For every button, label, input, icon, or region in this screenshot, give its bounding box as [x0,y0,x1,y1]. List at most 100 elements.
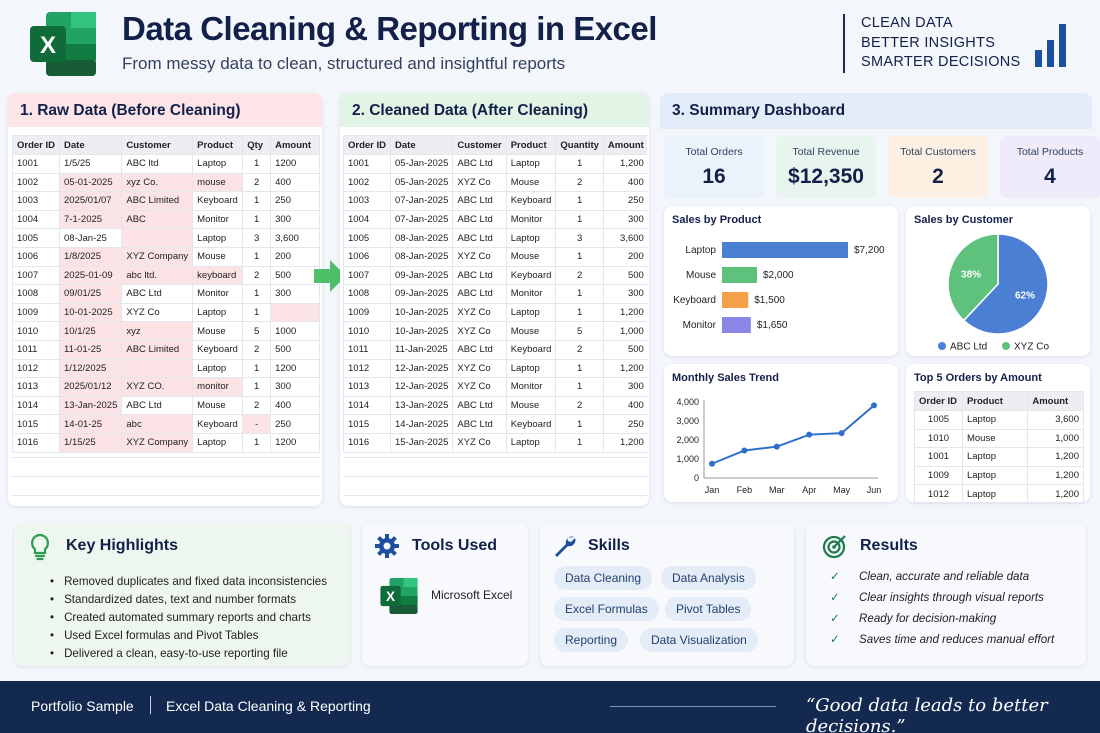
table-cell[interactable]: Monitor [192,209,244,230]
table-cell[interactable]: monitor [192,377,244,397]
table-cell[interactable]: 10/1/25 [59,321,123,341]
table-cell[interactable]: Monitor [505,209,557,230]
table-cell[interactable]: 1/15/25 [59,432,123,453]
table-cell[interactable]: 1 [242,377,272,397]
table-cell[interactable]: 250 [270,414,320,434]
table-cell[interactable]: 1012 [12,358,61,379]
table-cell[interactable]: 10-01-2025 [59,302,123,323]
table-cell[interactable]: 1,000 [1027,428,1084,449]
table-cell[interactable]: 1 [555,154,604,174]
table-cell[interactable]: ABC Ltd [452,154,507,174]
table-cell[interactable]: 1 [242,191,272,211]
table-cell[interactable]: ABC [121,209,194,230]
table-cell[interactable]: 09/01/25 [59,284,123,304]
table-cell[interactable]: 1,200 [602,358,647,379]
table-cell[interactable]: 1006 [343,246,392,267]
table-cell[interactable]: 1010 [914,428,963,449]
table-cell[interactable]: Laptop [961,484,1029,504]
table-cell[interactable]: 1 [242,246,272,267]
table-cell[interactable]: Mouse [505,172,557,193]
table-cell[interactable]: 300 [602,209,647,230]
table-cell[interactable]: 1016 [12,432,61,453]
table-cell[interactable]: 2025-01-09 [59,265,123,286]
table-cell[interactable]: 07-Jan-2025 [390,191,454,211]
table-cell[interactable]: ABC Ltd [121,284,194,304]
table-cell[interactable]: xyz Co. [121,172,194,193]
table-cell[interactable]: 1 [242,432,272,453]
table-cell[interactable]: Laptop [192,228,244,248]
table-cell[interactable]: 10-Jan-2025 [390,321,454,341]
table-cell[interactable]: 1004 [12,209,61,230]
table-cell[interactable]: Laptop [505,228,557,248]
table-cell[interactable]: 1200 [270,154,320,174]
table-cell[interactable]: 1014 [343,395,392,416]
table-cell[interactable]: Laptop [192,154,244,174]
table-cell[interactable]: 250 [270,191,320,211]
table-cell[interactable]: 1 [242,284,272,304]
table-cell[interactable]: 1009 [914,465,963,486]
table-cell[interactable]: 1 [555,414,604,434]
table-cell[interactable]: 1004 [343,209,392,230]
table-cell[interactable]: ABC Ltd [452,209,507,230]
table-cell[interactable]: 1/5/25 [59,154,123,174]
table-cell[interactable]: 3,600 [602,228,647,248]
table-cell[interactable]: 1/8/2025 [59,246,123,267]
table-cell[interactable]: 2 [555,395,604,416]
table-cell[interactable]: 1002 [12,172,61,193]
table-cell[interactable]: 08-Jan-25 [59,228,123,248]
table-cell[interactable]: 1007 [12,265,61,286]
table-cell[interactable]: 400 [270,395,320,416]
table-cell[interactable]: 1000 [270,321,320,341]
table-cell[interactable]: 2 [242,339,272,360]
table-cell[interactable]: 1,200 [602,154,647,174]
table-cell[interactable]: 300 [270,284,320,304]
table-cell[interactable]: 2 [555,339,604,360]
table-cell[interactable]: Laptop [192,302,244,323]
table-cell[interactable]: 1012 [914,484,963,504]
raw-data-sheet[interactable]: Order ID Date Customer Product Qty Amount 1001… [12,135,320,501]
table-cell[interactable]: 500 [602,265,647,286]
table-cell[interactable]: 1012 [343,358,392,379]
table-cell[interactable]: Mouse [192,246,244,267]
table-cell[interactable]: Keyboard [505,191,557,211]
table-cell[interactable]: ABC ltd [121,154,194,174]
table-cell[interactable]: 1005 [343,228,392,248]
table-cell[interactable]: XYZ Co [452,172,507,193]
table-cell[interactable]: Laptop [961,465,1029,486]
table-cell[interactable]: Keyboard [505,339,557,360]
table-cell[interactable]: 1 [555,358,604,379]
table-cell[interactable]: 09-Jan-2025 [390,265,454,286]
table-cell[interactable]: 2 [555,172,604,193]
table-cell[interactable]: 1008 [12,284,61,304]
table-cell[interactable]: ABC Ltd [452,339,507,360]
table-cell[interactable]: Mouse [505,321,557,341]
table-cell[interactable]: 1014 [12,395,61,416]
table-cell[interactable]: abc [121,414,194,434]
table-cell[interactable]: 1005 [914,410,963,430]
table-cell[interactable]: ABC Ltd [452,228,507,248]
table-cell[interactable]: 13-Jan-2025 [390,395,454,416]
table-cell[interactable]: 1010 [12,321,61,341]
table-cell[interactable]: 1 [555,209,604,230]
table-cell[interactable]: 7-1-2025 [59,209,123,230]
table-cell[interactable]: 400 [602,395,647,416]
table-cell[interactable]: XYZ Co [452,377,507,397]
table-cell[interactable]: 05-01-2025 [59,172,123,193]
table-cell[interactable]: xyz [121,321,194,341]
table-cell[interactable]: 2025/01/12 [59,377,123,397]
table-cell[interactable]: Laptop [192,358,244,379]
table-cell[interactable]: 07-Jan-2025 [390,209,454,230]
table-cell[interactable]: - [242,414,272,434]
table-cell[interactable]: 1006 [12,246,61,267]
table-cell[interactable]: 1015 [343,414,392,434]
table-cell[interactable]: 1,000 [602,321,647,341]
table-cell[interactable]: 300 [270,209,320,230]
table-cell[interactable]: ABC Ltd [452,395,507,416]
table-cell[interactable]: 1016 [343,432,392,453]
table-cell[interactable]: Monitor [505,284,557,304]
table-cell[interactable]: XYZ Co [452,432,507,453]
table-cell[interactable]: 1015 [12,414,61,434]
table-cell[interactable]: 1002 [343,172,392,193]
table-cell[interactable]: 09-Jan-2025 [390,284,454,304]
table-cell[interactable]: 12-Jan-2025 [390,377,454,397]
